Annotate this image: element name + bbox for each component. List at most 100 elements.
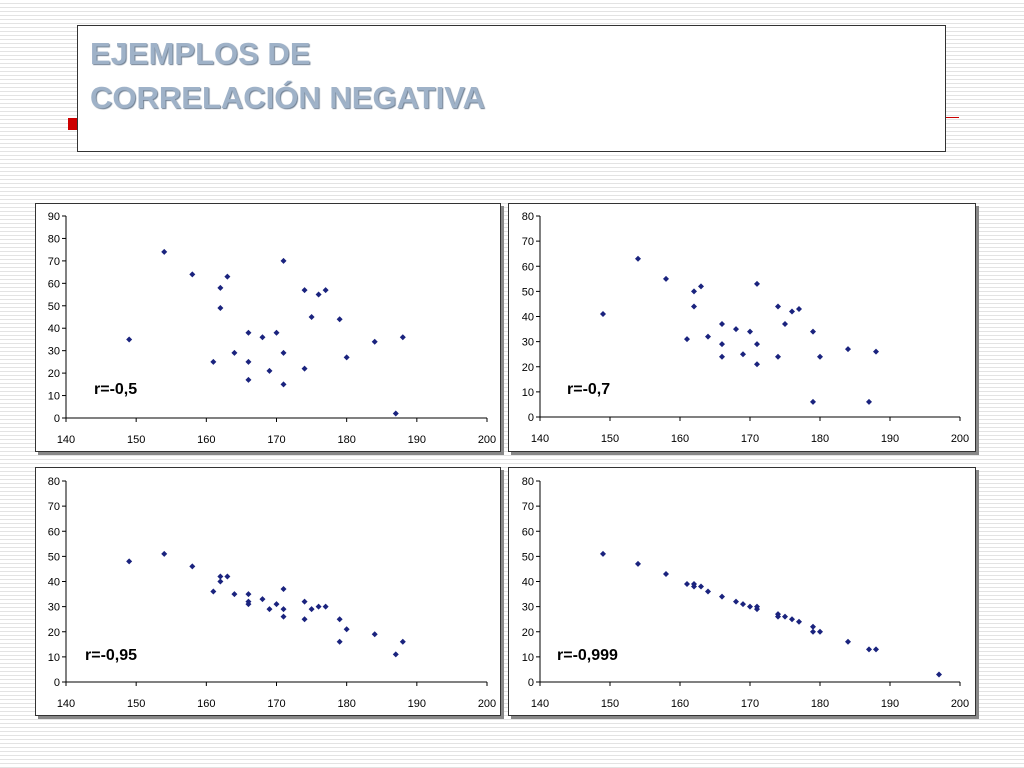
x-tick-label: 160 — [671, 698, 689, 710]
data-point — [775, 353, 781, 360]
data-point — [161, 248, 168, 255]
y-tick-label: 40 — [48, 577, 60, 589]
scatter-chart-3: 0 10 20 30 40 50 60 70 80 140 150 160 170 180 190 200 r=… — [48, 476, 496, 710]
data-point — [719, 593, 725, 600]
x-tick-label: 180 — [811, 698, 829, 710]
x-tick-label: 140 — [57, 698, 75, 710]
data-point — [217, 305, 224, 312]
x-tick-label: 200 — [951, 433, 969, 445]
data-point — [280, 586, 287, 593]
y-tick-label: 70 — [48, 256, 60, 268]
data-point — [810, 628, 816, 635]
x-tick-label: 180 — [337, 698, 355, 710]
correlation-label: r=-0,999 — [557, 647, 618, 664]
data-point — [635, 255, 641, 262]
accent-bar — [68, 118, 78, 130]
y-tick-label: 10 — [48, 391, 60, 403]
data-point — [866, 398, 872, 405]
data-point — [259, 596, 266, 603]
data-point — [684, 336, 690, 343]
scatter-chart-4: 0 10 20 30 40 50 60 70 80 140 150 160 170 180 190 200 r=… — [522, 476, 969, 710]
slide-title-line1: EJEMPLOS DE — [90, 36, 311, 71]
y-tick-label: 80 — [522, 211, 534, 223]
x-tick-label: 190 — [408, 698, 426, 710]
data-point — [266, 606, 273, 613]
data-point — [210, 588, 217, 595]
data-point — [399, 638, 406, 645]
y-tick-label: 20 — [48, 627, 60, 639]
chart-panel-2: 0 10 20 30 40 50 60 70 80 140 150 160 170 180 190 200 r=… — [508, 203, 976, 452]
scatter-chart-2: 0 10 20 30 40 50 60 70 80 140 150 160 170 180 190 200 r=… — [522, 211, 969, 445]
y-tick-label: 40 — [522, 577, 534, 589]
y-tick-label: 60 — [522, 526, 534, 538]
data-point — [280, 257, 287, 264]
data-point — [719, 321, 725, 328]
data-point — [754, 341, 760, 348]
data-point — [280, 381, 287, 388]
y-tick-label: 20 — [522, 627, 534, 639]
data-point — [789, 616, 795, 623]
data-point — [126, 558, 133, 565]
data-point — [231, 349, 238, 356]
data-point — [315, 291, 322, 298]
data-point — [810, 623, 816, 630]
data-point — [336, 316, 343, 323]
data-point — [371, 338, 378, 345]
data-point — [301, 287, 308, 294]
data-point — [747, 328, 753, 335]
y-tick-label: 0 — [54, 413, 60, 425]
data-point — [817, 628, 823, 635]
x-tick-label: 170 — [267, 698, 285, 710]
data-point — [245, 358, 252, 365]
data-point — [740, 351, 746, 358]
y-tick-label: 70 — [522, 236, 534, 248]
data-point — [371, 631, 378, 638]
x-tick-label: 140 — [57, 434, 75, 446]
x-tick-label: 150 — [601, 433, 619, 445]
data-point — [189, 563, 196, 570]
x-tick-label: 160 — [197, 698, 215, 710]
data-point — [336, 616, 343, 623]
x-tick-label: 160 — [197, 434, 215, 446]
y-tick-label: 70 — [522, 501, 534, 513]
x-tick-label: 170 — [267, 434, 285, 446]
data-point — [217, 573, 224, 580]
chart-panel-1: 0 10 20 30 40 50 60 70 80 90 140 150 160 170 180 190 200… — [35, 203, 501, 452]
data-point — [796, 618, 802, 625]
y-tick-label: 90 — [48, 211, 60, 223]
data-point — [873, 348, 879, 355]
y-tick-label: 40 — [48, 323, 60, 335]
data-point — [224, 573, 231, 580]
data-point — [231, 591, 238, 598]
data-point — [245, 329, 252, 336]
data-point — [392, 410, 399, 417]
data-point — [273, 601, 280, 608]
x-tick-label: 140 — [531, 433, 549, 445]
scatter-chart-1: 0 10 20 30 40 50 60 70 80 90 140 150 160 170 180 190 200… — [48, 211, 496, 446]
y-tick-label: 80 — [48, 233, 60, 245]
y-tick-label: 50 — [522, 286, 534, 298]
y-tick-label: 80 — [48, 476, 60, 488]
y-tick-label: 60 — [48, 278, 60, 290]
data-point — [719, 341, 725, 348]
data-point — [754, 280, 760, 287]
data-point — [224, 273, 231, 280]
y-tick-label: 20 — [48, 368, 60, 380]
x-tick-label: 150 — [127, 698, 145, 710]
data-point — [392, 651, 399, 658]
data-point — [810, 398, 816, 405]
data-point — [600, 310, 606, 317]
data-point — [399, 334, 406, 341]
data-point — [782, 613, 788, 620]
data-point — [315, 603, 322, 610]
data-point — [635, 560, 641, 567]
y-tick-label: 80 — [522, 476, 534, 488]
y-tick-label: 50 — [48, 301, 60, 313]
data-point — [259, 334, 266, 341]
y-tick-label: 50 — [48, 551, 60, 563]
data-point — [343, 626, 350, 633]
x-tick-label: 200 — [951, 698, 969, 710]
data-point — [217, 578, 224, 585]
data-point — [210, 358, 217, 365]
data-point — [691, 303, 697, 310]
